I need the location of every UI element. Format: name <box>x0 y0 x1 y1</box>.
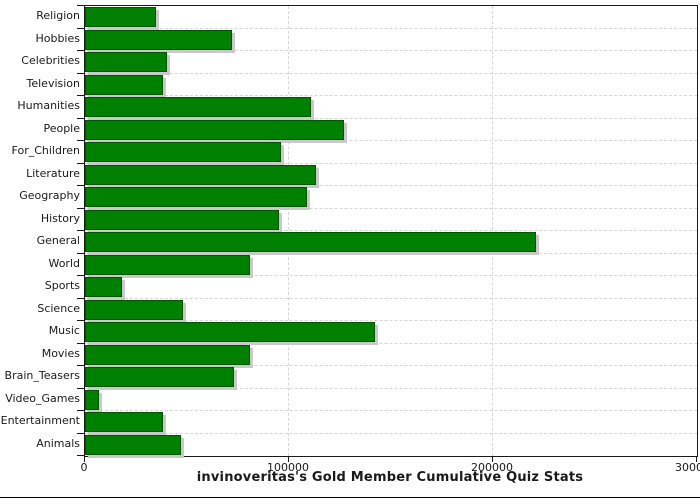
category-label: History <box>40 211 80 225</box>
bar-movies <box>85 344 251 365</box>
bar-religion <box>85 7 157 28</box>
y-axis-tick <box>77 118 84 119</box>
chart-row <box>85 389 697 411</box>
bar-animals <box>85 434 181 455</box>
category-label: Sports <box>44 279 80 292</box>
bar-hobbies <box>85 29 232 50</box>
chart-row <box>85 276 697 299</box>
bar-for-children <box>85 142 281 163</box>
bar-general <box>85 232 536 253</box>
bar-history <box>85 209 279 230</box>
bar-people <box>85 119 345 140</box>
y-axis-tick <box>77 50 84 51</box>
chart-row <box>85 141 697 164</box>
bar-video-games <box>85 389 100 410</box>
y-axis-tick <box>77 343 84 344</box>
y-axis-tick <box>77 5 84 6</box>
category-label: General <box>36 234 80 247</box>
chart-row <box>85 434 697 457</box>
y-axis-tick <box>77 208 84 209</box>
chart-row <box>85 74 697 96</box>
chart-row <box>85 6 697 29</box>
category-label: Music <box>48 324 80 337</box>
chart-row <box>85 366 697 389</box>
chart-row <box>85 321 697 344</box>
y-axis-tick <box>77 140 84 141</box>
x-axis-tick <box>492 457 493 462</box>
category-label: Religion <box>36 9 80 22</box>
category-label: Brain_Teasers <box>4 369 80 382</box>
chart-row <box>85 254 697 276</box>
category-label: Science <box>37 301 80 315</box>
category-label: Entertainment <box>0 414 80 427</box>
chart-row <box>85 231 697 254</box>
y-axis-tick <box>77 253 84 254</box>
x-axis-tick <box>288 457 289 462</box>
bar-entertainment <box>85 412 163 433</box>
category-label: For_Children <box>11 144 80 157</box>
bar-literature <box>85 164 316 185</box>
y-axis-tick <box>77 163 84 164</box>
category-label: Movies <box>41 346 80 360</box>
x-axis-tick-label: 0 <box>80 461 88 474</box>
y-axis-tick <box>77 433 84 434</box>
y-axis-tick <box>77 230 84 231</box>
y-axis-tick <box>77 185 84 186</box>
category-label: Celebrities <box>21 54 80 67</box>
category-label: Video_Games <box>5 391 80 405</box>
bar-celebrities <box>85 52 167 73</box>
x-axis-tick-label: 300000 <box>675 461 700 474</box>
category-label: Animals <box>36 436 80 450</box>
chart-row <box>85 299 697 321</box>
y-axis-tick <box>77 28 84 29</box>
bar-television <box>85 74 163 95</box>
x-gridline <box>492 6 493 456</box>
bar-music <box>85 322 375 343</box>
chart-title: invinoveritas's Gold Member Cumulative Q… <box>196 470 584 485</box>
x-gridline <box>288 6 289 456</box>
y-axis-tick <box>77 365 84 366</box>
bar-science <box>85 299 183 320</box>
bar-geography <box>85 187 308 208</box>
category-label: Hobbies <box>35 31 80 45</box>
x-axis-tick-label: 100000 <box>267 461 309 474</box>
category-label: Humanities <box>17 99 80 112</box>
y-axis-tick <box>77 73 84 74</box>
y-axis-tick <box>77 275 84 276</box>
chart-row <box>85 164 697 186</box>
x-axis-tick <box>696 457 697 462</box>
category-label: Geography <box>19 189 80 202</box>
bottom-divider <box>0 497 700 498</box>
chart-row <box>85 186 697 209</box>
y-axis-tick <box>77 320 84 321</box>
x-axis-tick <box>84 457 85 462</box>
bar-humanities <box>85 97 312 118</box>
y-axis-tick <box>77 95 84 96</box>
category-label: World <box>48 256 80 270</box>
chart-row <box>85 96 697 119</box>
chart-row <box>85 344 697 366</box>
y-axis-tick <box>77 388 84 389</box>
category-label: Literature <box>26 166 80 180</box>
chart-row <box>85 209 697 231</box>
y-axis-tick <box>77 455 84 456</box>
chart-row <box>85 29 697 51</box>
chart-row <box>85 119 697 141</box>
x-axis-tick-label: 200000 <box>471 461 513 474</box>
category-label: Television <box>26 76 81 90</box>
bar-sports <box>85 277 122 298</box>
chart-row <box>85 411 697 434</box>
bar-world <box>85 254 251 275</box>
category-label: People <box>43 121 80 135</box>
y-axis-tick <box>77 410 84 411</box>
chart-row <box>85 51 697 74</box>
bar-brain-teasers <box>85 367 234 388</box>
plot-area <box>84 5 698 457</box>
y-axis-tick <box>77 298 84 299</box>
